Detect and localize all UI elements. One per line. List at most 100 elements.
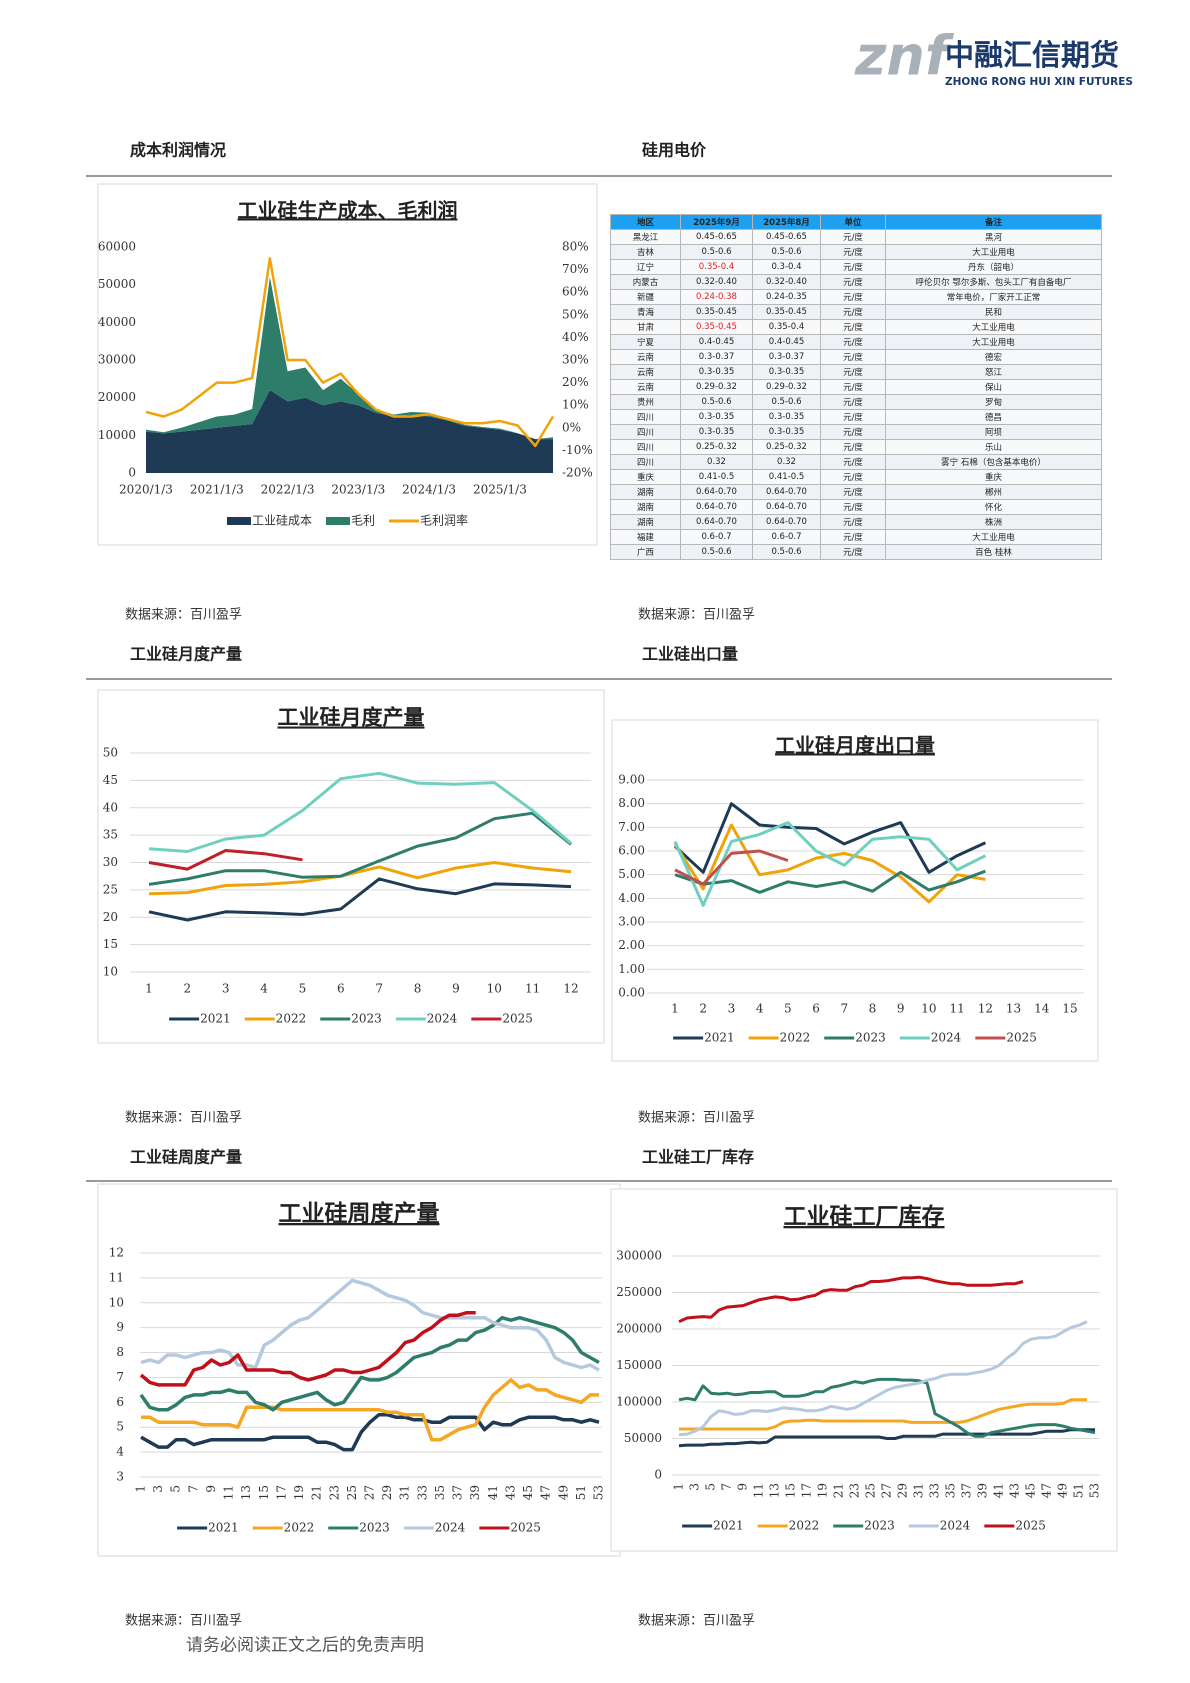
legend-label: 2022	[284, 1521, 315, 1535]
x-tick-label: 2021/1/3	[190, 483, 244, 497]
legend-swatch	[325, 517, 350, 525]
table-cell: 0.35-0.45	[752, 304, 821, 320]
x-tick-label: 6	[337, 982, 345, 996]
x-tick-label: 1	[672, 1483, 686, 1491]
table-cell: 湖南	[610, 484, 681, 500]
table-cell: 大工业用电	[885, 334, 1102, 350]
x-tick-label: 9	[204, 1485, 218, 1493]
x-tick-label: 37	[451, 1485, 465, 1500]
table-cell: 青海	[610, 304, 681, 320]
legend-label: 2021	[208, 1521, 239, 1535]
section-title: 工业硅月度产量	[130, 645, 242, 664]
legend-label: 2021	[704, 1031, 735, 1045]
chart-title: 工业硅月度出口量	[775, 734, 935, 758]
table-cell: 内蒙古	[610, 274, 681, 290]
y-tick-label: 250000	[616, 1285, 662, 1299]
chart-title: 工业硅生产成本、毛利润	[238, 199, 458, 223]
section-title: 工业硅周度产量	[130, 1148, 242, 1167]
legend-swatch	[226, 517, 251, 525]
y-tick-label: 3	[116, 1470, 124, 1484]
series-line	[678, 1428, 1095, 1448]
table-row: 云南 0.3-0.35 0.3-0.35 元/度 怒江	[610, 364, 1102, 380]
y-tick-label: 10	[109, 1295, 124, 1309]
header-cell: 单位	[820, 214, 886, 230]
x-tick-label: 35	[944, 1483, 958, 1498]
table-cell: 0.41-0.5	[752, 469, 821, 485]
table-cell: 0.6-0.7	[752, 529, 821, 545]
legend: 2021 2022 2023 2024 2025	[169, 1012, 533, 1026]
x-tick-label: 14	[1034, 1002, 1050, 1016]
y2-tick-label: 60%	[562, 285, 589, 299]
y-tick-label: 15	[103, 937, 118, 951]
data-source: 数据来源：百川盈孚	[125, 1614, 242, 1629]
table-cell: 0.3-0.35	[752, 364, 821, 380]
x-tick-label: 1	[671, 1002, 679, 1016]
y2-tick-label: 20%	[562, 375, 589, 389]
x-tick-label: 11	[525, 982, 540, 996]
legend: 2021 2022 2023 2024 2025	[177, 1521, 541, 1535]
data-source: 数据来源：百川盈孚	[638, 608, 755, 623]
table-cell: 0.29-0.32	[680, 379, 753, 395]
table-cell: 0.3-0.35	[680, 364, 753, 380]
table-cell: 0.64-0.70	[752, 514, 821, 530]
y-tick-label: 12	[109, 1246, 124, 1260]
table-cell: 丹东（韶电）	[885, 259, 1102, 275]
section-title: 工业硅出口量	[642, 645, 738, 664]
x-tick-label: 23	[327, 1485, 341, 1500]
y2-tick-label: 10%	[562, 398, 589, 412]
y-tick-label: 30	[103, 855, 118, 869]
table-row: 湖南 0.64-0.70 0.64-0.70 元/度 郴州	[610, 484, 1102, 500]
x-tick-label: 33	[415, 1485, 429, 1500]
table-cell: 元/度	[820, 514, 886, 530]
table-cell: 新疆	[610, 289, 681, 305]
table-cell: 0.3-0.35	[680, 424, 753, 440]
table-cell: 保山	[885, 379, 1102, 395]
table-cell: 甘肃	[610, 319, 681, 335]
x-tick-label: 31	[398, 1485, 412, 1500]
section-title: 工业硅工厂库存	[642, 1148, 754, 1167]
chart-title: 工业硅月度产量	[278, 705, 425, 730]
table-cell: 四川	[610, 439, 681, 455]
table-cell: 0.25-0.32	[752, 439, 821, 455]
legend: 2021 2022 2023 2024 2025	[673, 1031, 1037, 1045]
x-tick-label: 4	[756, 1002, 764, 1016]
table-cell: 元/度	[820, 544, 886, 560]
x-tick-label: 19	[816, 1483, 830, 1498]
table-row: 四川 0.3-0.35 0.3-0.35 元/度 德昌	[610, 409, 1102, 425]
series-line	[148, 861, 572, 896]
data-source: 数据来源：百川盈孚	[638, 1111, 755, 1126]
y2-tick-label: 70%	[562, 262, 589, 276]
x-tick-label: 13	[1006, 1002, 1021, 1016]
x-tick-label: 2	[699, 1002, 707, 1016]
y-tick-label: 300000	[616, 1249, 662, 1263]
table-cell: 大工业用电	[885, 319, 1102, 335]
x-tick-label: 2	[184, 982, 192, 996]
table-row: 湖南 0.64-0.70 0.64-0.70 元/度 怀化	[610, 499, 1102, 515]
chart-frame	[610, 1188, 1118, 1552]
x-tick-label: 2020/1/3	[119, 483, 173, 497]
x-tick-label: 31	[912, 1483, 926, 1498]
x-tick-label: 53	[592, 1485, 606, 1500]
legend-label: 2023	[351, 1012, 382, 1026]
chart-frame	[611, 719, 1099, 1062]
table-cell: 四川	[610, 409, 681, 425]
table-cell: 0.35-0.4	[752, 319, 821, 335]
table-cell: 重庆	[885, 469, 1102, 485]
table-row: 青海 0.35-0.45 0.35-0.45 元/度 民和	[610, 304, 1102, 320]
y-tick-label: 20000	[98, 390, 136, 404]
series-line	[678, 1377, 1096, 1438]
legend-label: 工业硅成本	[252, 514, 312, 528]
table-cell: 元/度	[820, 319, 886, 335]
y-tick-label: 1.00	[618, 962, 645, 976]
table-cell: 呼伦贝尔 鄂尔多斯、包头工厂有自备电厂	[885, 274, 1102, 290]
table-cell: 0.6-0.7	[680, 529, 753, 545]
y-tick-label: 200000	[616, 1322, 662, 1336]
y-tick-label: 10000	[98, 428, 136, 442]
legend-label: 2025	[502, 1012, 533, 1026]
x-tick-label: 47	[539, 1485, 553, 1500]
table-cell: 民和	[885, 304, 1102, 320]
data-source: 数据来源：百川盈孚	[638, 1614, 755, 1629]
x-tick-label: 9	[897, 1002, 905, 1016]
table-row: 云南 0.29-0.32 0.29-0.32 元/度 保山	[610, 379, 1102, 395]
